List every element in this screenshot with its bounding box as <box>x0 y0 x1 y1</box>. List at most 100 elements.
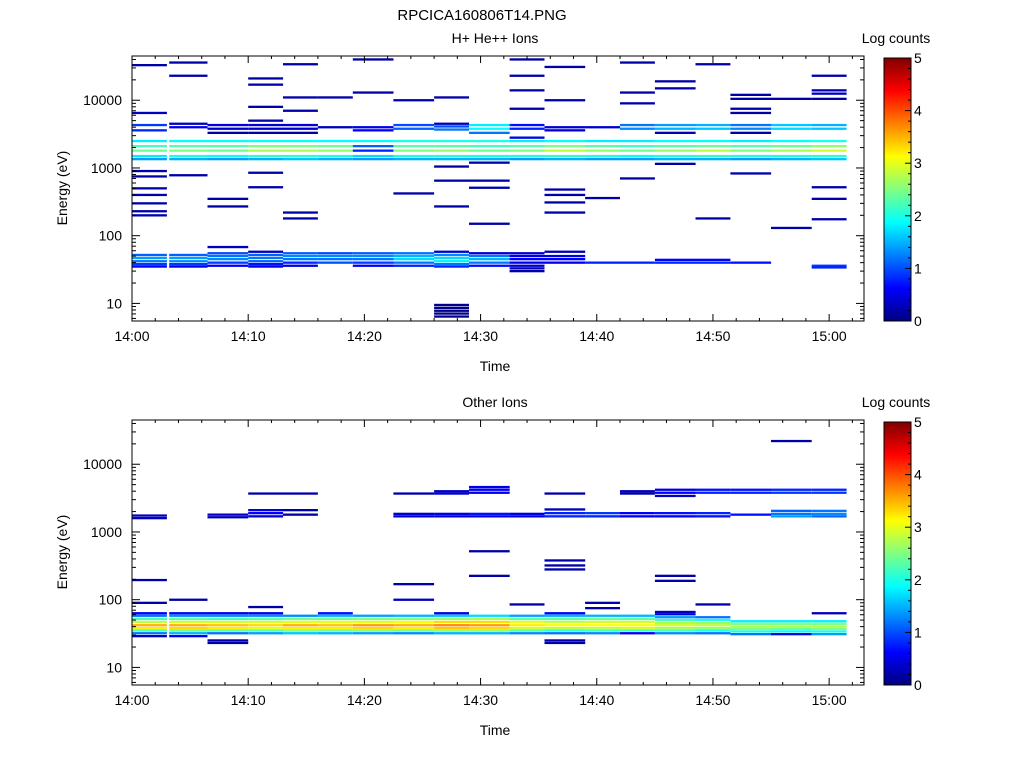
heatmap-cell <box>207 614 249 617</box>
heatmap-cell <box>132 514 167 517</box>
heatmap-cell <box>169 126 208 129</box>
heatmap-cell <box>544 201 586 204</box>
heatmap-cell <box>393 123 435 127</box>
heatmap-cell <box>695 149 731 152</box>
heatmap-cell <box>544 254 586 258</box>
heatmap-cell <box>695 618 731 622</box>
heatmap-cell <box>620 177 655 180</box>
heatmap-cell <box>654 261 696 264</box>
heatmap-cell <box>620 154 655 158</box>
heatmap-cell <box>393 154 435 158</box>
heatmap-cell <box>248 105 284 108</box>
y-tick-label: 10 <box>106 659 122 675</box>
heatmap-cell <box>585 145 620 148</box>
heatmap-cell <box>248 617 284 621</box>
heatmap-cell <box>434 122 469 125</box>
heatmap-cell <box>730 627 772 631</box>
heatmap-cell <box>283 261 318 264</box>
heatmap-cell <box>248 149 284 152</box>
heatmap-cell <box>132 145 167 148</box>
heatmap-cell <box>509 127 545 130</box>
heatmap-cell <box>283 627 318 630</box>
heatmap-cell <box>132 187 167 190</box>
heatmap-cell <box>207 612 249 615</box>
heatmap-cell <box>730 491 772 494</box>
heatmap-cell <box>811 127 847 130</box>
x-tick-label: 14:30 <box>463 328 498 344</box>
heatmap-cell <box>283 127 318 130</box>
heatmap-cell <box>434 263 469 266</box>
heatmap-cell <box>811 266 847 269</box>
heatmap-cell <box>169 263 208 266</box>
heatmap-cell <box>544 559 586 562</box>
x-tick-label: 14:00 <box>114 692 149 708</box>
heatmap-cell <box>730 139 772 143</box>
heatmap-cell <box>469 123 510 127</box>
heatmap-cell <box>811 627 847 631</box>
heatmap-cell <box>317 632 353 635</box>
heatmap-cell <box>585 512 620 515</box>
heatmap-cell <box>730 154 772 158</box>
heatmap-cell <box>132 635 167 638</box>
heatmap-cell <box>248 158 284 161</box>
heatmap-cell <box>811 264 847 267</box>
heatmap-cell <box>248 605 284 609</box>
heatmap-cell <box>132 578 167 582</box>
heatmap-cell <box>169 139 208 143</box>
heatmap-cell <box>352 91 394 94</box>
heatmap-cell <box>248 127 284 130</box>
heatmap-cell <box>352 58 394 61</box>
heatmap-cell <box>695 488 731 491</box>
heatmap-cell <box>509 252 545 255</box>
colorbar-tick-label: 1 <box>914 260 922 276</box>
heatmap-cell <box>620 620 655 624</box>
heatmap-cell <box>771 439 812 443</box>
heatmap-cell <box>544 211 586 214</box>
heatmap-cell <box>730 127 772 130</box>
heatmap-cell <box>207 197 249 200</box>
heatmap-cell <box>509 620 545 624</box>
heatmap-cell <box>169 632 208 635</box>
heatmap-cell <box>132 632 167 635</box>
heatmap-cell <box>207 131 249 134</box>
heatmap-cell <box>620 490 655 493</box>
heatmap-cell <box>544 512 586 515</box>
heatmap-cell <box>207 154 249 158</box>
heatmap-cell <box>132 617 167 621</box>
heatmap-cell <box>283 509 318 512</box>
heatmap-cell <box>509 136 545 139</box>
heatmap-cell <box>317 252 353 255</box>
heatmap-cell <box>248 629 284 632</box>
heatmap-cell <box>771 139 812 143</box>
heatmap-cell <box>654 616 696 619</box>
heatmap-cell <box>695 154 731 158</box>
heatmap-cell <box>620 515 655 518</box>
heatmap-cell <box>544 515 586 518</box>
heatmap-cell <box>393 627 435 630</box>
heatmap-cell <box>283 123 318 127</box>
heatmap-cell <box>469 154 510 158</box>
heatmap-cell <box>132 149 167 152</box>
heatmap-cell <box>654 154 696 158</box>
heatmap-cell <box>393 254 435 258</box>
heatmap-cell <box>730 97 772 100</box>
y-tick-label: 1000 <box>91 160 122 176</box>
heatmap-cell <box>248 620 284 624</box>
heatmap-cell <box>509 149 545 152</box>
heatmap-cell <box>434 139 469 143</box>
heatmap-cell <box>509 270 545 273</box>
heatmap-cell <box>393 629 435 632</box>
heatmap-cell <box>248 632 284 635</box>
heatmap-cell <box>730 488 772 491</box>
heatmap-cell <box>434 154 469 158</box>
heatmap-cell <box>434 620 469 624</box>
heatmap-cell <box>509 123 545 127</box>
heatmap-cell <box>620 632 655 635</box>
heatmap-cell <box>620 123 655 127</box>
colorbar-tick-label: 2 <box>914 208 922 224</box>
y-axis-label: Energy (eV) <box>54 515 70 590</box>
heatmap-cell <box>248 614 284 617</box>
heatmap-cell <box>469 512 510 515</box>
heatmap-cell <box>544 617 586 621</box>
heatmap-cell <box>352 261 394 264</box>
